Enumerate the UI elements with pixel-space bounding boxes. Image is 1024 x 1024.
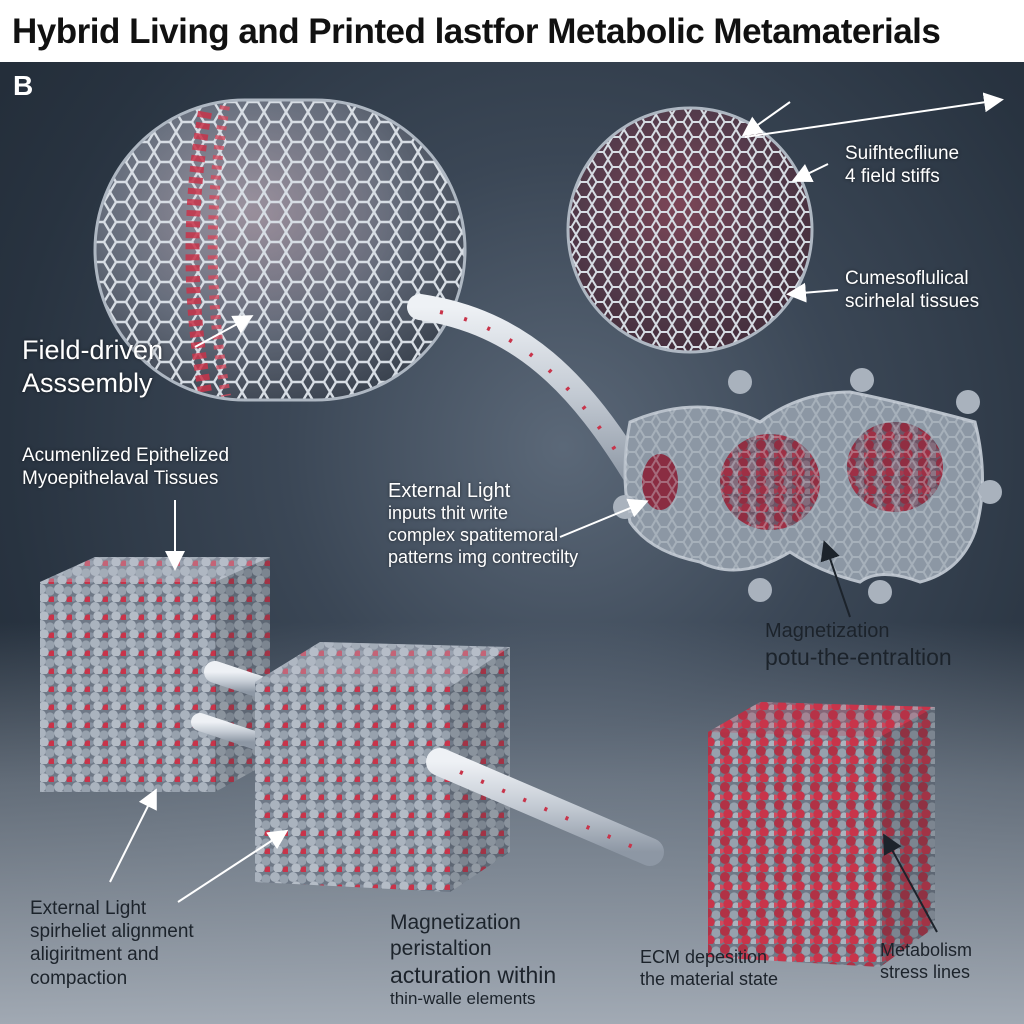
title-bar: Hybrid Living and Printed lastfor Metabo… xyxy=(0,0,1024,62)
panel-letter: B xyxy=(13,70,34,101)
label-acumenlized: Acumenlized Epithelized Myoepithelaval T… xyxy=(22,445,230,490)
connector-tube-long xyxy=(426,748,664,866)
capsule-scaffold xyxy=(93,98,467,402)
label-field-driven: Field-driven Asssembly xyxy=(22,335,164,398)
figure-title: Hybrid Living and Printed lastfor Metabo… xyxy=(12,12,941,51)
label-external-light-bottom: External Light spirheliet alignment alig… xyxy=(30,898,194,989)
illustration-panel: B Field-driven Asssembly Suifhtecfliune … xyxy=(0,62,1024,1024)
label-sphere-top: Suifhtecfliune 4 field stiffs xyxy=(845,143,960,188)
label-magnetization-bottom: Magnetization peristaltion acturation wi… xyxy=(390,911,557,1009)
scene-art xyxy=(40,92,1004,967)
lattice-star-scaffold xyxy=(613,368,1002,604)
label-ecm: ECM depesition the material state xyxy=(640,947,779,989)
bead-cube-right xyxy=(708,702,935,967)
label-magnetization-right: Magnetization potu-the-entraltion xyxy=(765,620,952,671)
annotation-arrows xyxy=(109,92,1004,933)
sphere-scaffold xyxy=(566,106,814,354)
label-metabolism: Metabolism stress lines xyxy=(880,940,973,982)
bead-cube-center xyxy=(255,642,510,892)
connector-tube-top xyxy=(407,294,653,495)
label-sphere-bottom: Cumesoflulical scirhelal tissues xyxy=(845,268,980,313)
label-external-light-mid: External Light inputs thit write complex… xyxy=(388,480,579,568)
